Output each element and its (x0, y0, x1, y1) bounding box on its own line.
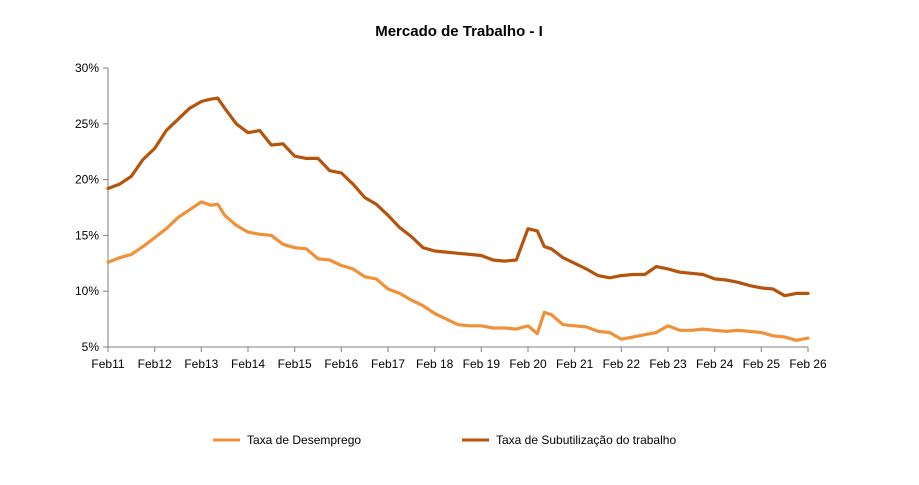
y-tick-label: 25% (75, 117, 99, 131)
x-tick-label: Feb 18 (416, 357, 454, 371)
y-tick-label: 15% (75, 228, 99, 242)
series-line-desemprego (106, 200, 810, 342)
x-tick-label: Feb11 (91, 357, 124, 371)
x-tick-label: Feb 20 (509, 357, 547, 371)
x-tick-label: Feb 22 (603, 357, 641, 371)
legend: Taxa de Desemprego Taxa de Subutilização… (213, 433, 676, 447)
chart-title: Mercado de Trabalho - I (375, 23, 543, 40)
series-line-subutilizacao (106, 96, 810, 298)
legend-label-desemprego: Taxa de Desemprego (247, 433, 361, 447)
x-tick-label: Feb16 (324, 357, 358, 371)
y-axis: 5% 10% 15% 20% 25% 30% (75, 61, 109, 354)
x-tick-label: Feb17 (371, 357, 405, 371)
x-tick-label: Feb12 (138, 357, 172, 371)
x-tick-label: Feb 19 (463, 357, 501, 371)
y-tick-label: 20% (75, 173, 99, 187)
x-tick-label: Feb 26 (789, 357, 827, 371)
x-tick-label: Feb15 (278, 357, 312, 371)
y-tick-label: 30% (75, 61, 99, 75)
x-tick-label: Feb13 (184, 357, 218, 371)
legend-label-subutilizacao: Taxa de Subutilização do trabalho (496, 433, 676, 447)
x-tick-label: Feb14 (231, 357, 265, 371)
y-tick-label: 5% (82, 340, 100, 354)
x-axis: Feb11 Feb12 Feb13 Feb14 Feb15 Feb16 Feb17 Feb 1… (91, 346, 827, 371)
x-tick-label: Feb 24 (696, 357, 734, 371)
x-tick-label: Feb 21 (556, 357, 594, 371)
x-tick-label: Feb 25 (743, 357, 781, 371)
y-tick-label: 10% (75, 284, 99, 298)
series-layer (106, 96, 810, 342)
x-tick-label: Feb 23 (649, 357, 687, 371)
